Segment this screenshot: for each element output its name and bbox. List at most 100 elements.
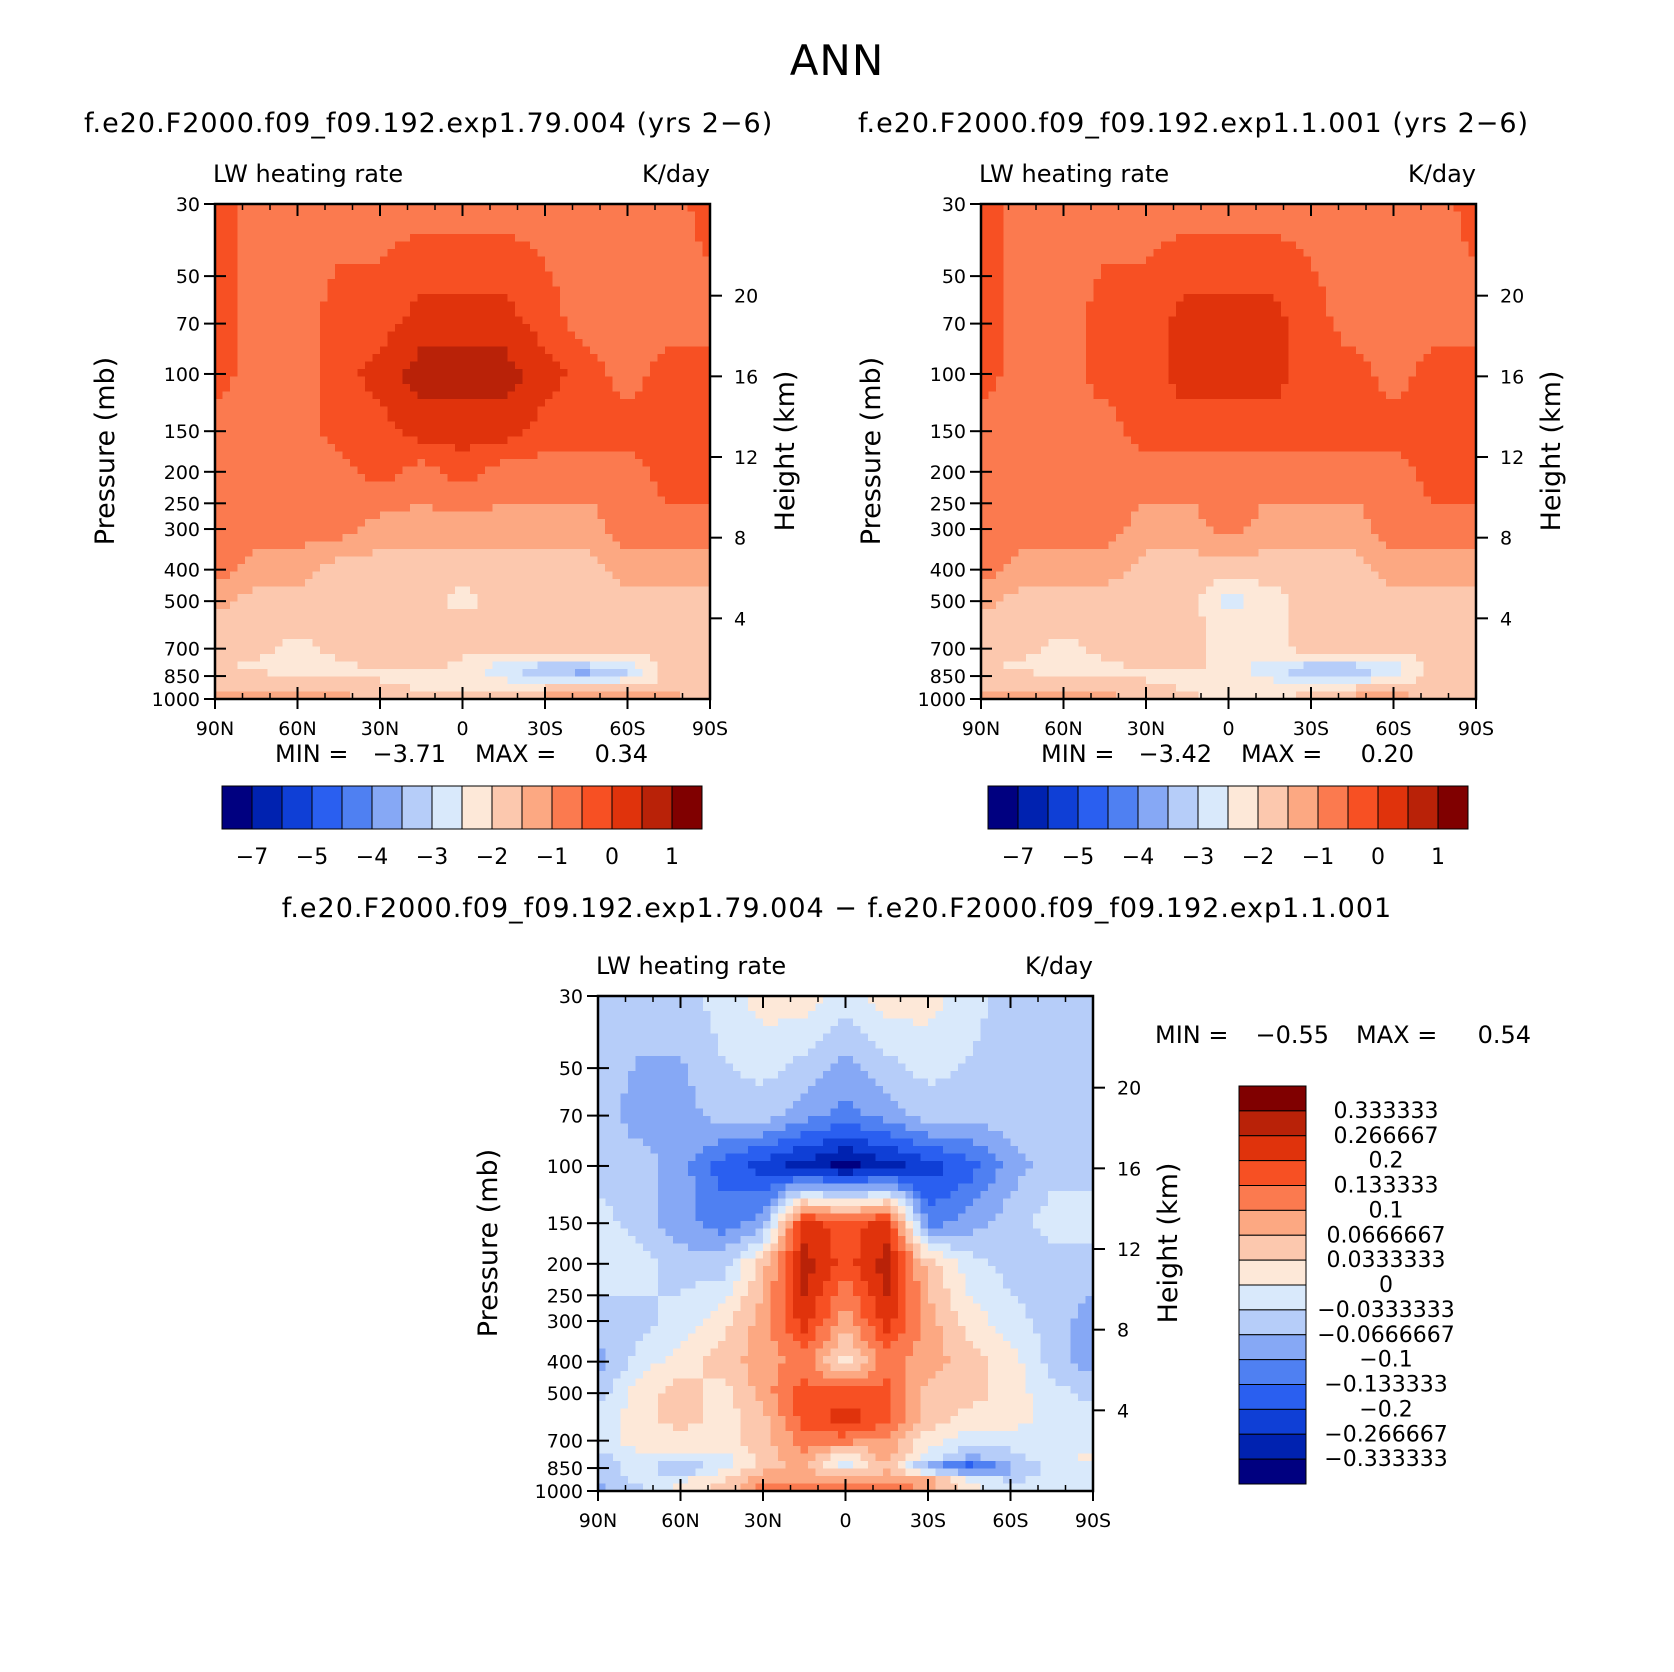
contour-cell — [282, 256, 291, 265]
contour-cell — [305, 354, 314, 363]
contour-cell — [492, 279, 501, 288]
contour-cell — [485, 339, 494, 348]
contour-cell — [590, 489, 599, 498]
contour-cell — [410, 324, 419, 333]
contour-cell — [267, 384, 276, 393]
contour-cell — [500, 429, 509, 438]
contour-cell — [672, 459, 681, 468]
contour-cell — [282, 654, 291, 663]
contour-cell — [567, 429, 576, 438]
contour-cell — [702, 631, 711, 640]
contour-cell — [1363, 234, 1372, 243]
contour-cell — [552, 556, 561, 565]
contour-cell — [282, 669, 291, 678]
contour-cell — [657, 556, 666, 565]
contour-cell — [425, 256, 434, 265]
contour-cell — [500, 616, 509, 625]
contour-cell — [485, 586, 494, 595]
contour-cell — [290, 496, 299, 505]
contour-cell — [275, 234, 284, 243]
contour-cell — [560, 264, 569, 273]
contour-cell — [657, 204, 666, 213]
contour-cell — [650, 466, 659, 475]
contour-cell — [627, 639, 636, 648]
contour-cell — [215, 541, 224, 550]
contour-cell — [620, 564, 629, 573]
contour-cell — [665, 406, 674, 415]
contour-cell — [477, 369, 486, 378]
contour-cell — [657, 376, 666, 385]
contour-cell — [485, 691, 494, 700]
contour-cell — [1146, 249, 1155, 258]
contour-cell — [245, 309, 254, 318]
contour-cell — [627, 646, 636, 655]
contour-cell — [425, 436, 434, 445]
contour-cell — [537, 421, 546, 430]
contour-cell — [552, 586, 561, 595]
contour-cell — [1221, 226, 1230, 235]
contour-cell — [642, 526, 651, 535]
contour-cell — [500, 249, 509, 258]
contour-cell — [312, 301, 321, 310]
contour-cell — [1273, 241, 1282, 250]
contour-cell — [552, 294, 561, 303]
contour-cell — [350, 601, 359, 610]
contour-cell — [492, 384, 501, 393]
contour-cell — [477, 211, 486, 220]
contour-cell — [440, 324, 449, 333]
contour-cell — [215, 466, 224, 475]
contour-cell — [230, 316, 239, 325]
contour-cell — [492, 301, 501, 310]
contour-cell — [455, 354, 464, 363]
contour-cell — [492, 271, 501, 280]
contour-cell — [552, 219, 561, 228]
contour-cell — [395, 421, 404, 430]
contour-cell — [350, 444, 359, 453]
contour-cell — [552, 669, 561, 678]
colorbar-label: 1 — [665, 845, 679, 870]
contour-cell — [1386, 226, 1395, 235]
contour-cell — [515, 631, 524, 640]
contour-cell — [275, 564, 284, 573]
contour-cell — [597, 204, 606, 213]
contour-cell — [267, 346, 276, 355]
contour-cell — [372, 346, 381, 355]
contour-cell — [657, 219, 666, 228]
contour-cell — [1266, 234, 1275, 243]
contour-cell — [335, 219, 344, 228]
contour-cell — [357, 264, 366, 273]
contour-cell — [447, 646, 456, 655]
contour-cell — [515, 271, 524, 280]
contour-cell — [665, 571, 674, 580]
contour-cell — [485, 384, 494, 393]
contour-cell — [275, 639, 284, 648]
contour-cell — [522, 286, 531, 295]
contour-cell — [230, 511, 239, 520]
contour-cell — [620, 534, 629, 543]
contour-cell — [500, 549, 509, 558]
contour-cell — [410, 451, 419, 460]
contour-cell — [447, 496, 456, 505]
contour-cell — [680, 526, 689, 535]
contour-cell — [215, 324, 224, 333]
contour-cell — [320, 586, 329, 595]
contour-cell — [590, 639, 599, 648]
contour-cell — [237, 661, 246, 670]
contour-cell — [1108, 219, 1117, 228]
contour-cell — [612, 646, 621, 655]
contour-cell — [522, 519, 531, 528]
contour-cell — [642, 519, 651, 528]
contour-cell — [552, 339, 561, 348]
contour-cell — [455, 609, 464, 618]
contour-cell — [395, 354, 404, 363]
contour-cell — [650, 301, 659, 310]
contour-cell — [635, 496, 644, 505]
contour-cell — [245, 399, 254, 408]
contour-cell — [275, 376, 284, 385]
contour-cell — [515, 676, 524, 685]
contour-cell — [575, 474, 584, 483]
contour-cell — [575, 204, 584, 213]
contour-cell — [507, 256, 516, 265]
contour-cell — [687, 354, 696, 363]
contour-cell — [327, 316, 336, 325]
